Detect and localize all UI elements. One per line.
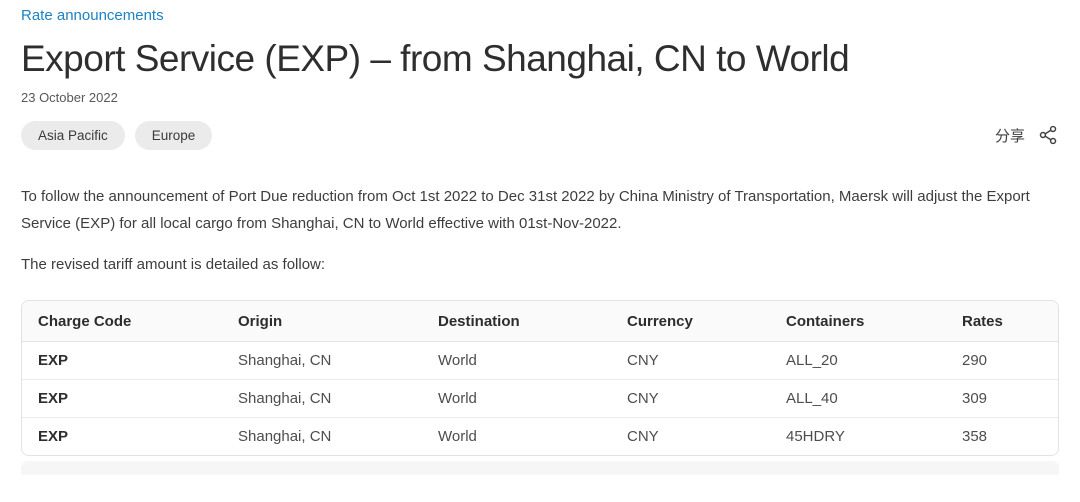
cell-rates: 358: [962, 427, 988, 445]
column-header-charge-code: Charge Code: [22, 300, 222, 342]
share-label: 分享: [994, 127, 1025, 145]
cell-destination: World: [422, 342, 611, 380]
column-header-currency: Currency: [611, 300, 770, 342]
cell-origin: Shanghai, CN: [222, 342, 422, 380]
table-row: EXP Shanghai, CN World CNY ALL_20 290: [22, 342, 1058, 380]
cell-currency: CNY: [627, 427, 659, 445]
cell-rates: 290: [946, 342, 1058, 380]
rates-table-container: Charge Code Origin Destination Currency …: [21, 299, 1059, 456]
tags-and-share-row: Asia Pacific Europe 分享: [21, 120, 1059, 150]
breadcrumb-rate-announcements-link[interactable]: Rate announcements: [21, 7, 164, 24]
cell-containers: ALL_40: [770, 380, 946, 418]
table-row: EXP Shanghai, CN World CNY ALL_40 309: [22, 380, 1058, 418]
cell-currency: CNY: [611, 380, 770, 418]
tag-list: Asia Pacific Europe: [21, 120, 213, 150]
cell-charge-code: EXP: [22, 342, 222, 380]
cell-rates: 309: [946, 380, 1058, 418]
cell-origin: Shanghai, CN: [222, 380, 422, 418]
share-nodes-icon: [1037, 124, 1059, 146]
table-row: EXP Shanghai, CN World CNY 45HDRY 358: [22, 418, 1058, 455]
tariff-intro-line: The revised tariff amount is detailed as…: [21, 255, 326, 273]
cell-containers: 45HDRY: [786, 427, 845, 445]
cell-destination: World: [438, 427, 477, 445]
cell-origin: Shanghai, CN: [238, 427, 332, 445]
next-section-divider: [21, 460, 1059, 475]
column-header-rates: Rates: [946, 300, 1058, 342]
column-header-origin: Origin: [222, 300, 422, 342]
cell-destination: World: [422, 380, 611, 418]
table-header-row: Charge Code Origin Destination Currency …: [22, 300, 1058, 342]
cell-charge-code: EXP: [22, 380, 222, 418]
tag-asia-pacific[interactable]: Asia Pacific: [21, 120, 125, 150]
publish-date: 23 October 2022: [21, 89, 118, 105]
page-title: Export Service (EXP) – from Shanghai, CN…: [21, 38, 850, 79]
rate-announcement-page: Rate announcements Export Service (EXP) …: [21, 7, 1059, 475]
column-header-destination: Destination: [422, 300, 611, 342]
tag-europe[interactable]: Europe: [134, 120, 213, 150]
rates-table: Charge Code Origin Destination Currency …: [21, 299, 1059, 456]
announcement-paragraph: To follow the announcement of Port Due r…: [21, 187, 1030, 232]
cell-containers: ALL_20: [770, 342, 946, 380]
cell-charge-code: EXP: [38, 427, 69, 445]
cell-currency: CNY: [611, 342, 770, 380]
share-button[interactable]: 分享: [995, 124, 1059, 146]
column-header-containers: Containers: [770, 300, 946, 342]
